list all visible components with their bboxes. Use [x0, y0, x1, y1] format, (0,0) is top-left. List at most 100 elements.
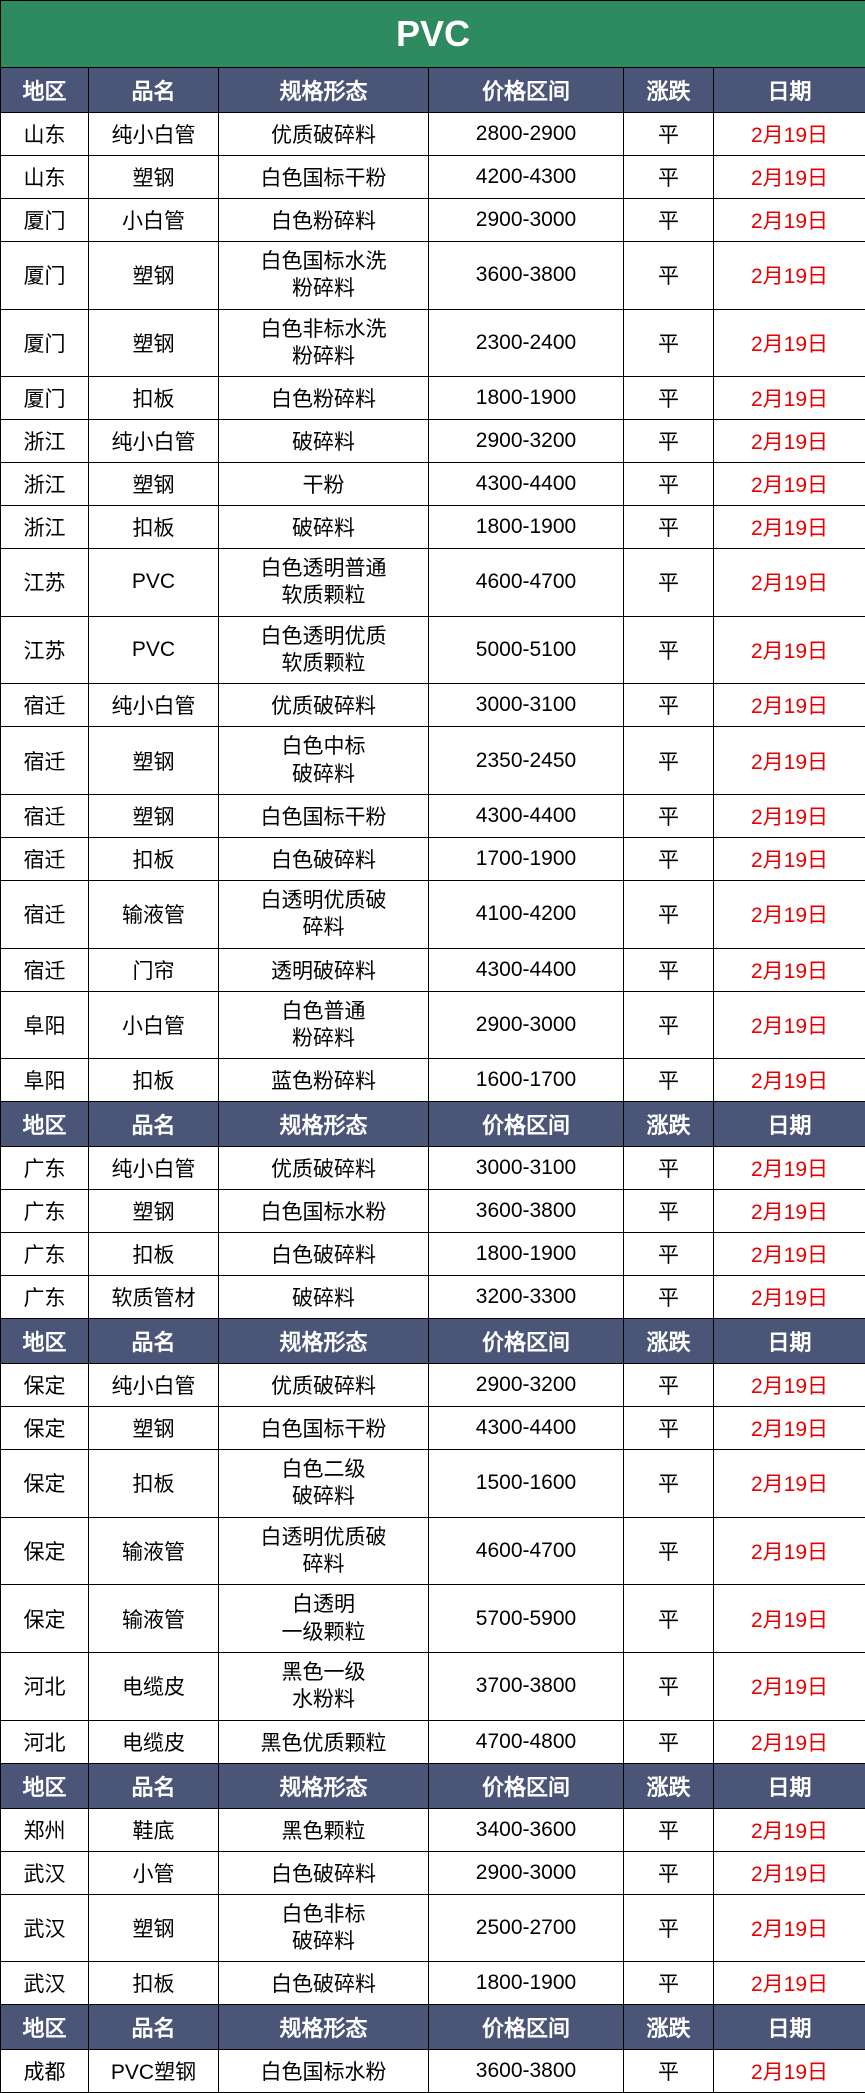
- cell-name: 塑钢: [89, 794, 219, 837]
- cell-spec: 白色透明普通软质颗粒: [219, 549, 429, 617]
- cell-price: 2900-3200: [429, 420, 624, 463]
- table-title: PVC: [1, 1, 865, 68]
- cell-region: 江苏: [1, 616, 89, 684]
- table-row: 河北电缆皮黑色优质颗粒4700-4800平2月19日: [1, 1720, 865, 1763]
- table-row: 阜阳扣板蓝色粉碎料1600-1700平2月19日: [1, 1059, 865, 1102]
- cell-spec: 白透明优质破碎料: [219, 880, 429, 948]
- table-row: 保定扣板白色二级破碎料1500-1600平2月19日: [1, 1450, 865, 1518]
- cell-date: 2月19日: [714, 1894, 865, 1962]
- cell-trend: 平: [624, 1059, 714, 1102]
- cell-price: 2300-2400: [429, 309, 624, 377]
- cell-price: 3600-3800: [429, 242, 624, 310]
- cell-price: 2900-3000: [429, 199, 624, 242]
- cell-date: 2月19日: [714, 991, 865, 1059]
- cell-name: 扣板: [89, 837, 219, 880]
- cell-region: 浙江: [1, 506, 89, 549]
- cell-spec: 破碎料: [219, 420, 429, 463]
- table-header-row: 地区品名规格形态价格区间涨跌日期: [1, 1102, 865, 1147]
- cell-trend: 平: [624, 377, 714, 420]
- cell-trend: 平: [624, 420, 714, 463]
- cell-name: PVC塑钢: [89, 2050, 219, 2093]
- cell-spec: 黑色颗粒: [219, 1808, 429, 1851]
- table-row: 郑州鞋底黑色颗粒3400-3600平2月19日: [1, 1808, 865, 1851]
- cell-spec: 白色国标水粉: [219, 1190, 429, 1233]
- table-header-row: 地区品名规格形态价格区间涨跌日期: [1, 68, 865, 113]
- cell-trend: 平: [624, 309, 714, 377]
- cell-price: 1600-1700: [429, 1059, 624, 1102]
- cell-trend: 平: [624, 199, 714, 242]
- cell-name: 塑钢: [89, 156, 219, 199]
- table-row: 山东纯小白管优质破碎料2800-2900平2月19日: [1, 113, 865, 156]
- cell-spec: 白色普通粉碎料: [219, 991, 429, 1059]
- cell-date: 2月19日: [714, 1652, 865, 1720]
- cell-name: 塑钢: [89, 463, 219, 506]
- cell-date: 2月19日: [714, 377, 865, 420]
- table-row: 浙江扣板破碎料1800-1900平2月19日: [1, 506, 865, 549]
- cell-date: 2月19日: [714, 1059, 865, 1102]
- cell-name: 输液管: [89, 1585, 219, 1653]
- cell-spec: 白色破碎料: [219, 1962, 429, 2005]
- cell-region: 成都: [1, 2050, 89, 2093]
- table-row: 厦门扣板白色粉碎料1800-1900平2月19日: [1, 377, 865, 420]
- cell-price: 3000-3100: [429, 1147, 624, 1190]
- table-header-row: 地区品名规格形态价格区间涨跌日期: [1, 1319, 865, 1364]
- cell-name: 塑钢: [89, 309, 219, 377]
- header-region: 地区: [1, 2005, 89, 2050]
- cell-date: 2月19日: [714, 1962, 865, 2005]
- header-trend: 涨跌: [624, 1319, 714, 1364]
- cell-price: 4600-4700: [429, 549, 624, 617]
- cell-spec: 白色透明优质软质颗粒: [219, 616, 429, 684]
- cell-spec: 黑色一级水粉料: [219, 1652, 429, 1720]
- cell-date: 2月19日: [714, 1851, 865, 1894]
- header-date: 日期: [714, 68, 865, 113]
- cell-trend: 平: [624, 948, 714, 991]
- cell-date: 2月19日: [714, 727, 865, 795]
- cell-name: 电缆皮: [89, 1652, 219, 1720]
- table-row: 厦门塑钢白色国标水洗粉碎料3600-3800平2月19日: [1, 242, 865, 310]
- cell-spec: 优质破碎料: [219, 1147, 429, 1190]
- table-row: 成都PVC塑钢白色国标水粉3600-3800平2月19日: [1, 2050, 865, 2093]
- cell-date: 2月19日: [714, 1147, 865, 1190]
- cell-date: 2月19日: [714, 199, 865, 242]
- cell-spec: 破碎料: [219, 506, 429, 549]
- cell-region: 宿迁: [1, 794, 89, 837]
- cell-price: 5700-5900: [429, 1585, 624, 1653]
- cell-region: 厦门: [1, 309, 89, 377]
- table-header-row: 地区品名规格形态价格区间涨跌日期: [1, 2005, 865, 2050]
- cell-region: 广东: [1, 1233, 89, 1276]
- cell-spec: 白色粉碎料: [219, 377, 429, 420]
- cell-date: 2月19日: [714, 1233, 865, 1276]
- cell-region: 保定: [1, 1517, 89, 1585]
- table-row: 山东塑钢白色国标干粉4200-4300平2月19日: [1, 156, 865, 199]
- cell-date: 2月19日: [714, 463, 865, 506]
- cell-region: 厦门: [1, 199, 89, 242]
- cell-region: 宿迁: [1, 948, 89, 991]
- cell-spec: 白色破碎料: [219, 1851, 429, 1894]
- header-price: 价格区间: [429, 1763, 624, 1808]
- cell-trend: 平: [624, 506, 714, 549]
- cell-name: 扣板: [89, 506, 219, 549]
- header-name: 品名: [89, 1102, 219, 1147]
- cell-region: 江苏: [1, 549, 89, 617]
- cell-trend: 平: [624, 1720, 714, 1763]
- cell-region: 武汉: [1, 1894, 89, 1962]
- header-region: 地区: [1, 68, 89, 113]
- cell-trend: 平: [624, 837, 714, 880]
- cell-price: 5000-5100: [429, 616, 624, 684]
- cell-date: 2月19日: [714, 1585, 865, 1653]
- cell-region: 阜阳: [1, 991, 89, 1059]
- cell-spec: 白色中标破碎料: [219, 727, 429, 795]
- header-price: 价格区间: [429, 68, 624, 113]
- cell-region: 保定: [1, 1407, 89, 1450]
- cell-price: 3700-3800: [429, 1652, 624, 1720]
- header-trend: 涨跌: [624, 1763, 714, 1808]
- cell-price: 3000-3100: [429, 684, 624, 727]
- cell-price: 1700-1900: [429, 837, 624, 880]
- cell-name: 塑钢: [89, 1407, 219, 1450]
- cell-name: 鞋底: [89, 1808, 219, 1851]
- header-price: 价格区间: [429, 1102, 624, 1147]
- cell-region: 宿迁: [1, 727, 89, 795]
- cell-spec: 白色二级破碎料: [219, 1450, 429, 1518]
- header-spec: 规格形态: [219, 2005, 429, 2050]
- cell-trend: 平: [624, 1450, 714, 1518]
